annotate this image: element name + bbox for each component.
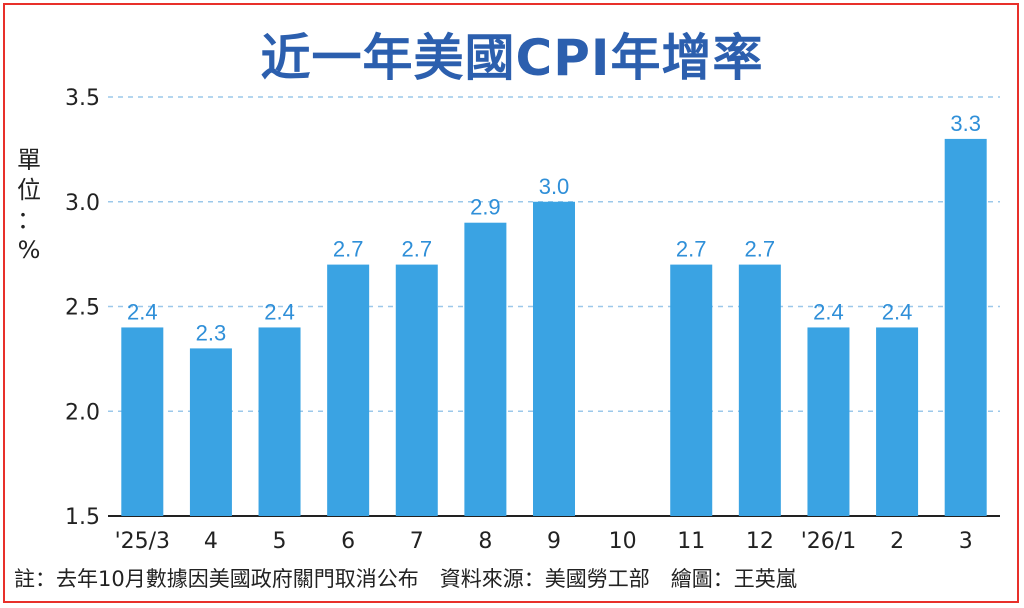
x-tick-label: 10 — [609, 529, 637, 554]
data-label: 2.4 — [813, 299, 844, 324]
bar — [395, 264, 438, 516]
y-axis-unit-label: 單 位 ： % — [17, 146, 41, 264]
x-tick-label: 6 — [341, 529, 355, 554]
y-tick-label: 1.5 — [65, 505, 100, 530]
data-label: 2.4 — [882, 299, 913, 324]
footnote: 註：去年10月數據因美國政府關門取消公布 資料來源：美國勞工部 繪圖：王英嵐 — [14, 567, 797, 591]
y-tick-label: 2.0 — [65, 400, 100, 425]
x-tick-label: 4 — [204, 529, 218, 554]
x-tick-label: 5 — [273, 529, 287, 554]
x-tick-label: 2 — [890, 529, 904, 554]
x-tick-label: 3 — [959, 529, 973, 554]
bar — [189, 348, 232, 516]
data-label: 3.3 — [950, 111, 981, 136]
y-tick-label: 2.5 — [65, 296, 100, 321]
x-tick-label: 7 — [410, 529, 424, 554]
bar — [464, 222, 507, 516]
x-tick-label: '25/3 — [115, 529, 170, 554]
chart-title: 近一年美國CPI年增率 — [260, 29, 764, 87]
chart-frame — [3, 3, 1019, 603]
x-tick-label: '26/1 — [801, 529, 856, 554]
x-tick-label: 12 — [746, 529, 774, 554]
bar — [876, 327, 919, 516]
data-label: 3.0 — [539, 174, 570, 199]
data-label: 2.3 — [196, 320, 227, 345]
bar — [944, 138, 987, 516]
data-label: 2.7 — [676, 237, 707, 262]
x-tick-label: 11 — [677, 529, 705, 554]
bar — [807, 327, 850, 516]
y-tick-label: 3.5 — [65, 86, 100, 111]
bar — [121, 327, 164, 516]
bar — [327, 264, 370, 516]
bar — [738, 264, 781, 516]
x-tick-label: 8 — [478, 529, 492, 554]
data-label: 2.7 — [333, 237, 364, 262]
bar — [670, 264, 713, 516]
data-label: 2.9 — [470, 195, 501, 220]
y-tick-label: 3.0 — [65, 191, 100, 216]
bar — [258, 327, 301, 516]
data-label: 2.7 — [401, 237, 432, 262]
data-label: 2.4 — [264, 299, 295, 324]
bar — [533, 201, 575, 516]
data-label: 2.7 — [745, 237, 776, 262]
data-label: 2.4 — [127, 299, 158, 324]
x-tick-label: 9 — [547, 529, 561, 554]
